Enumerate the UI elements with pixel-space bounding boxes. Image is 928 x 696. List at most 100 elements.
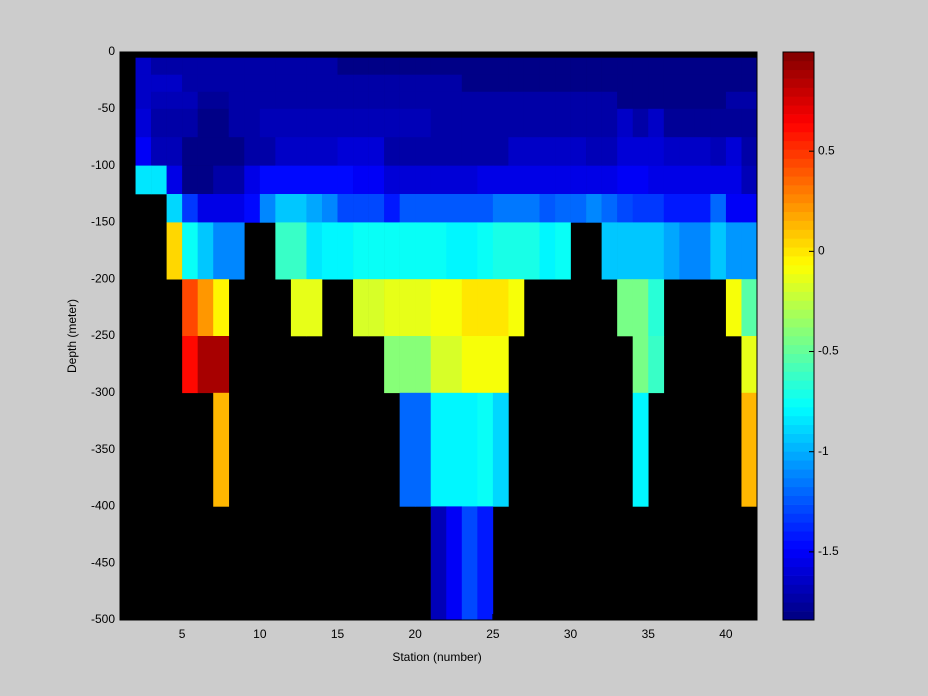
cell (197, 279, 214, 337)
cell (555, 194, 571, 223)
cell (508, 57, 525, 76)
cell (586, 165, 602, 195)
colorbar-band (783, 327, 814, 337)
cell (415, 222, 432, 280)
cell (492, 279, 509, 337)
cell (741, 137, 758, 166)
cell (710, 165, 727, 195)
cell (337, 194, 354, 223)
cell (523, 108, 540, 138)
cell (275, 194, 292, 223)
cell (523, 91, 540, 110)
cell (461, 392, 478, 507)
colorbar-band (783, 495, 814, 505)
cell (523, 165, 540, 195)
cell (430, 506, 447, 621)
cell (679, 91, 696, 110)
cell (228, 74, 245, 93)
cell (632, 392, 649, 507)
colorbar-band (783, 105, 814, 115)
cell (477, 194, 494, 223)
cell (151, 137, 167, 166)
cell (321, 108, 338, 138)
colorbar-band (783, 557, 814, 568)
cell (228, 194, 245, 223)
cell (725, 74, 742, 93)
cell (384, 165, 400, 195)
cell (430, 279, 447, 337)
cell (197, 222, 214, 280)
colorbar-band (783, 389, 814, 399)
cell (586, 194, 602, 223)
cell (694, 74, 711, 93)
colorbar-band (783, 256, 814, 266)
cell (197, 194, 214, 223)
cell (601, 108, 618, 138)
cell (617, 165, 634, 195)
cell (461, 222, 478, 280)
cell (213, 74, 230, 93)
colorbar-band (783, 415, 814, 426)
colorbar-band (783, 114, 814, 124)
y-tick-label: -350 (91, 442, 115, 456)
cell (446, 137, 463, 166)
cell (694, 57, 711, 76)
cell (508, 194, 525, 223)
cell (632, 137, 649, 166)
colorbar-band (783, 513, 814, 523)
cell (306, 108, 323, 138)
cell (477, 74, 494, 93)
cell (259, 165, 276, 195)
colorbar-band (783, 96, 814, 106)
cell (228, 108, 245, 138)
y-tick-label: -400 (91, 499, 115, 513)
cell (586, 57, 602, 76)
cell (679, 194, 696, 223)
cell (244, 74, 261, 93)
cell (384, 222, 400, 280)
cell (725, 108, 742, 138)
cell (415, 57, 432, 76)
cell (492, 74, 509, 93)
cell (259, 57, 276, 76)
cell (710, 108, 727, 138)
cell (461, 279, 478, 337)
colorbar-band (783, 282, 814, 292)
cell (617, 137, 634, 166)
cell (182, 279, 198, 337)
cell (694, 222, 711, 280)
cell (337, 108, 354, 138)
cell (321, 222, 338, 280)
colorbar-band (783, 371, 814, 381)
cell (617, 279, 634, 337)
cell (570, 194, 587, 223)
colorbar-tick-label: -1.5 (818, 544, 839, 558)
cell (353, 279, 369, 337)
cell (430, 137, 447, 166)
cell (384, 279, 400, 337)
cell (430, 222, 447, 280)
cell (679, 137, 696, 166)
cell (306, 194, 323, 223)
colorbar-band (783, 123, 814, 133)
cell (539, 91, 556, 110)
cell (290, 137, 307, 166)
cell (508, 108, 525, 138)
cell (321, 91, 338, 110)
cell (555, 74, 571, 93)
cell (368, 91, 385, 110)
colorbar-band (783, 602, 814, 612)
cell (415, 108, 432, 138)
cell (353, 57, 369, 76)
cell (182, 222, 198, 280)
cell (306, 165, 323, 195)
colorbar-band (783, 486, 814, 497)
cell (710, 91, 727, 110)
cell (306, 222, 323, 280)
cell (477, 336, 494, 394)
cell (446, 222, 463, 280)
cell (166, 57, 183, 76)
cell (461, 194, 478, 223)
cell (648, 222, 665, 280)
colorbar-band (783, 478, 814, 488)
